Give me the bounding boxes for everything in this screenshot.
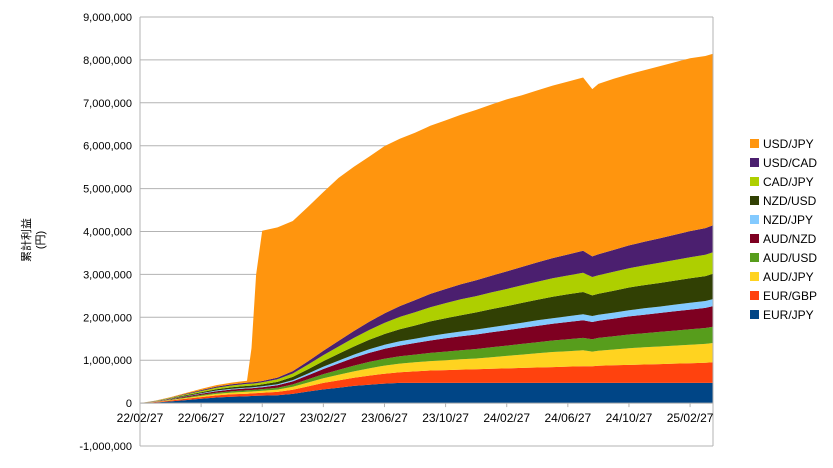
y-tick-labels: -1,000,000 0 1,000,000 2,000,000 3,000,000 4,… — [79, 12, 132, 453]
x-tick-label: 23/10/27 — [422, 411, 469, 425]
legend-label: USD/CAD — [763, 156, 817, 170]
legend-swatch — [750, 158, 759, 167]
y-tick-label: 2,000,000 — [83, 312, 132, 324]
x-tick-label: 22/06/27 — [178, 411, 225, 425]
axes — [139, 17, 714, 446]
y-axis-label-line-1: 累計利益 — [19, 218, 33, 262]
legend-label: AUD/JPY — [763, 270, 814, 284]
x-tick-label: 24/02/27 — [483, 411, 530, 425]
legend-swatch — [750, 139, 759, 148]
legend-label: NZD/USD — [763, 194, 817, 208]
area-aud-nzd — [140, 306, 713, 404]
area-cad-jpy — [140, 252, 713, 404]
x-tick-label: 24/06/27 — [544, 411, 591, 425]
y-tick-label: 1,000,000 — [83, 355, 132, 367]
x-tick-label: 23/02/27 — [300, 411, 347, 425]
y-tick-label: 4,000,000 — [83, 227, 132, 239]
y-tick-label: 8,000,000 — [83, 55, 132, 67]
x-tick-label: 23/06/27 — [361, 411, 408, 425]
legend-swatch — [750, 177, 759, 186]
y-tick-label: 0 — [126, 398, 132, 410]
legend-swatch — [750, 272, 759, 281]
legend-swatch — [750, 215, 759, 224]
legend-label: USD/JPY — [763, 137, 814, 151]
area-nzd-usd — [140, 273, 713, 404]
legend-label: NZD/JPY — [763, 213, 813, 227]
y-tick-label: 3,000,000 — [83, 269, 132, 281]
y-tick-label: -1,000,000 — [79, 441, 132, 453]
area-usd-cad — [140, 225, 713, 404]
legend-swatch — [750, 291, 759, 300]
stacked-areas — [140, 53, 713, 404]
x-tick-label: 24/10/27 — [606, 411, 653, 425]
y-tick-label: 7,000,000 — [83, 98, 132, 110]
y-tick-label: 9,000,000 — [83, 12, 132, 24]
legend-label: EUR/GBP — [763, 289, 817, 303]
area-nzd-jpy — [140, 299, 713, 404]
y-axis-label-line-2: (円) — [35, 231, 47, 249]
legend-label: AUD/USD — [763, 251, 817, 265]
area-aud-usd — [140, 326, 713, 404]
legend: USD/JPY USD/CAD CAD/JPY NZD/USD NZD/JPY AUD/N… — [750, 137, 817, 322]
area-usd-jpy — [140, 53, 713, 404]
area-aud-jpy — [140, 343, 713, 404]
x-tick-labels: 22/02/27 22/06/27 22/10/27 23/02/27 23/06/27… — [117, 411, 714, 425]
area-eur-jpy — [140, 382, 713, 404]
legend-swatch — [750, 234, 759, 243]
x-tick-label: 22/10/27 — [239, 411, 286, 425]
legend-swatch — [750, 253, 759, 262]
legend-label: CAD/JPY — [763, 175, 814, 189]
y-tick-label: 6,000,000 — [83, 141, 132, 153]
legend-swatch — [750, 196, 759, 205]
y-tick-label: 5,000,000 — [83, 184, 132, 196]
x-tick-label: 25/02/27 — [667, 411, 714, 425]
x-tick-label: 22/02/27 — [117, 411, 164, 425]
area-eur-gbp — [140, 362, 713, 404]
legend-label: EUR/JPY — [763, 308, 814, 322]
legend-label: AUD/NZD — [763, 232, 817, 246]
legend-swatch — [750, 310, 759, 319]
